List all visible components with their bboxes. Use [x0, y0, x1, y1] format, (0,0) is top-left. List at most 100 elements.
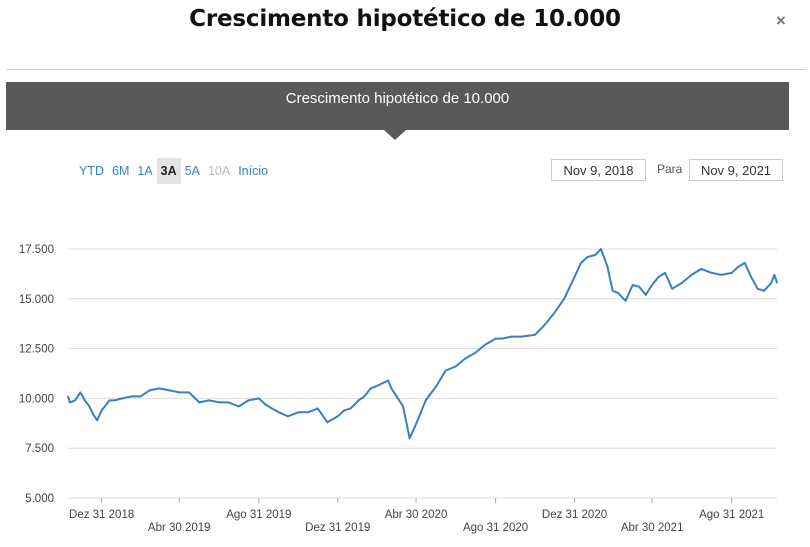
series-layer	[67, 248, 778, 440]
data-point	[375, 385, 377, 388]
data-point	[756, 287, 759, 290]
y-tick-label: 12.500	[19, 344, 54, 356]
data-point	[750, 276, 752, 278]
data-point	[113, 399, 116, 402]
from-date-input[interactable]: Nov 9, 2018	[551, 159, 646, 181]
data-point	[624, 299, 627, 302]
y-axis-ticks: 5.000 7.500 10.000 12.500 15.000 17.500	[19, 244, 54, 505]
data-point	[424, 399, 427, 402]
data-point	[631, 284, 634, 286]
data-point	[553, 311, 556, 314]
data-point	[69, 401, 71, 404]
title-divider	[6, 69, 806, 70]
data-point	[730, 272, 733, 274]
data-point	[638, 285, 641, 288]
data-point	[510, 335, 513, 338]
series-line	[67, 248, 778, 440]
data-point	[79, 391, 82, 394]
data-point	[402, 405, 404, 408]
data-point	[520, 335, 523, 338]
data-point	[617, 291, 619, 294]
data-point	[287, 415, 289, 418]
data-point	[594, 254, 597, 256]
data-point	[227, 401, 230, 404]
data-point	[573, 276, 576, 278]
data-point	[208, 399, 210, 402]
data-point	[580, 262, 582, 264]
x-tick-label: Ago 31 2019	[226, 509, 291, 521]
data-point	[494, 337, 497, 340]
banner-pointer	[384, 130, 406, 140]
close-icon[interactable]: ×	[776, 11, 786, 30]
data-point	[130, 395, 133, 398]
data-point	[349, 407, 352, 410]
range-button-3a[interactable]: 3A	[156, 158, 181, 184]
data-point	[168, 389, 171, 392]
data-point	[534, 333, 536, 336]
x-tick-label: Ago 31 2020	[463, 522, 528, 534]
data-point	[710, 272, 713, 274]
data-point	[336, 415, 339, 418]
data-point	[363, 395, 366, 398]
data-point	[297, 411, 300, 414]
modal-title: Crescimento hipotético de 10.000	[189, 6, 621, 32]
data-point	[383, 381, 386, 384]
data-point	[563, 297, 566, 300]
data-point	[83, 399, 86, 402]
data-point	[484, 343, 487, 346]
data-point	[148, 389, 151, 392]
data-point	[104, 405, 106, 408]
range-button-1a[interactable]: 1A	[137, 164, 153, 178]
data-point	[100, 409, 103, 412]
data-point	[737, 266, 740, 268]
data-point	[644, 293, 647, 296]
chart-header-title: Crescimento hipotético de 10.000	[285, 90, 510, 107]
data-point	[501, 337, 503, 340]
data-point	[611, 289, 614, 292]
to-label: Para	[657, 162, 683, 176]
data-point	[743, 262, 746, 264]
data-point	[270, 407, 273, 410]
x-tick-label: Abr 30 2020	[385, 509, 448, 521]
data-point	[464, 357, 467, 360]
data-point	[67, 395, 69, 398]
range-button-inicio[interactable]: Início	[238, 164, 269, 178]
range-button-6m[interactable]: 6M	[112, 164, 130, 178]
data-point	[444, 369, 447, 372]
data-point	[606, 266, 609, 268]
y-tick-label: 7.500	[25, 443, 54, 455]
data-point	[178, 391, 181, 394]
data-point	[264, 403, 267, 406]
data-point	[454, 365, 457, 368]
grid-lines	[68, 248, 777, 499]
x-tick-label: Dez 31 2019	[305, 522, 370, 534]
data-point	[664, 272, 666, 274]
range-button-ytd[interactable]: YTD	[79, 164, 104, 178]
data-point	[369, 387, 372, 390]
to-date-input[interactable]: Nov 9, 2021	[689, 159, 783, 181]
data-point	[435, 385, 437, 388]
data-point	[543, 323, 546, 326]
data-point	[700, 268, 703, 270]
data-point	[671, 287, 674, 290]
data-point	[237, 405, 240, 408]
data-point	[770, 282, 773, 284]
data-point	[690, 274, 693, 276]
data-point	[278, 411, 280, 414]
data-point	[158, 387, 161, 390]
x-tick-label: Abr 30 2021	[621, 522, 684, 534]
y-tick-label: 17.500	[19, 244, 54, 256]
data-point	[74, 399, 76, 402]
x-tick-label: Ago 31 2021	[699, 509, 764, 521]
range-button-5a[interactable]: 5A	[184, 164, 200, 178]
data-point	[326, 421, 329, 424]
data-point	[343, 409, 346, 412]
data-point	[600, 248, 602, 250]
y-tick-label: 5.000	[25, 493, 54, 505]
data-point	[586, 256, 589, 258]
x-tick-label: Dez 31 2018	[69, 509, 134, 521]
data-point	[92, 413, 95, 416]
data-point	[395, 395, 398, 398]
data-point	[88, 405, 91, 408]
data-point	[139, 395, 142, 398]
